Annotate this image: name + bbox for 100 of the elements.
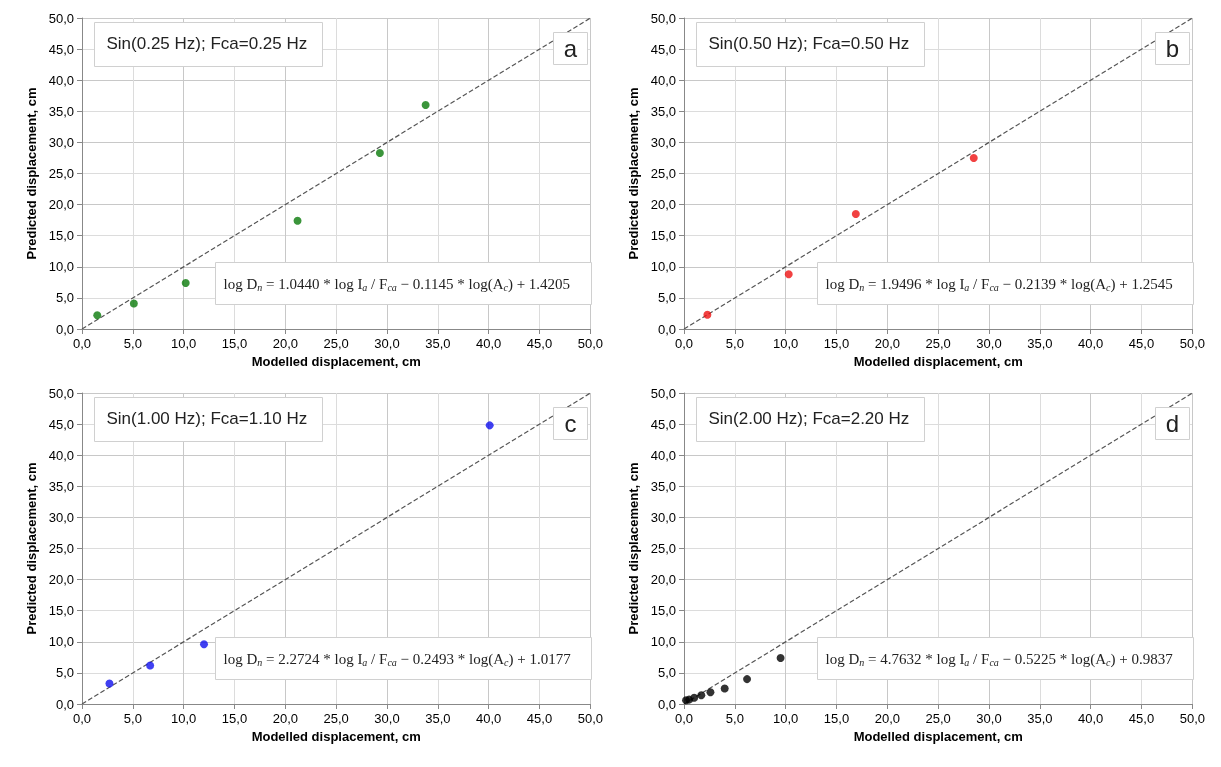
point <box>93 311 102 320</box>
y-tick-label: 35,0 <box>650 103 676 119</box>
x-tick-label: 5,0 <box>123 336 142 351</box>
point <box>181 278 190 287</box>
y-axis-title: Predicted displacement, cm <box>23 87 39 260</box>
annotation: d <box>1165 410 1180 437</box>
x-tick-label: 45,0 <box>526 336 553 351</box>
point <box>421 101 430 110</box>
y-tick-label: 0,0 <box>55 696 74 712</box>
point <box>129 299 138 308</box>
x-axis-title: Modelled displacement, cm <box>853 353 1023 369</box>
y-tick-label: 40,0 <box>48 72 74 88</box>
point <box>146 661 155 670</box>
y-tick-label: 10,0 <box>48 634 74 650</box>
x-tick-label: 10,0 <box>773 711 799 726</box>
y-tick-label: 50,0 <box>48 10 74 26</box>
y-tick-label: 35,0 <box>650 478 676 494</box>
y-tick-label: 25,0 <box>48 166 74 181</box>
point <box>293 216 302 225</box>
x-tick-label: 0,0 <box>72 711 92 726</box>
y-tick-label: 5,0 <box>55 290 74 306</box>
x-tick-label: 35,0 <box>425 711 451 726</box>
y-tick-label: 5,0 <box>657 290 676 306</box>
y-tick-label: 30,0 <box>650 509 676 525</box>
annotation: Sin(0.25 Hz); Fca=0.25 Hz <box>106 33 308 53</box>
y-tick-label: 45,0 <box>650 416 676 432</box>
point <box>485 421 494 430</box>
y-tick-label: 5,0 <box>657 665 676 681</box>
x-tick-label: 0,0 <box>674 336 694 351</box>
y-tick-label: 30,0 <box>650 134 676 150</box>
x-tick-label: 20,0 <box>874 711 900 726</box>
x-tick-label: 0,0 <box>674 711 694 726</box>
y-axis-title: Predicted displacement, cm <box>23 462 39 635</box>
x-tick-label: 50,0 <box>1179 711 1206 726</box>
x-tick-label: 25,0 <box>925 336 951 351</box>
point <box>969 153 978 162</box>
y-tick-label: 25,0 <box>650 166 676 181</box>
y-tick-label: 25,0 <box>48 541 74 556</box>
y-tick-label: 40,0 <box>48 447 74 463</box>
point <box>720 684 729 693</box>
x-tick-label: 35,0 <box>1027 336 1053 351</box>
x-tick-label: 45,0 <box>1128 336 1155 351</box>
y-tick-label: 30,0 <box>48 509 74 525</box>
y-tick-label: 20,0 <box>48 572 74 588</box>
x-axis-title: Modelled displacement, cm <box>251 728 421 744</box>
x-tick-label: 25,0 <box>323 711 349 726</box>
x-tick-label: 5,0 <box>725 711 744 726</box>
y-tick-label: 35,0 <box>48 103 74 119</box>
y-tick-label: 50,0 <box>650 385 676 401</box>
x-tick-label: 30,0 <box>374 711 400 726</box>
x-tick-label: 35,0 <box>425 336 451 351</box>
x-tick-label: 15,0 <box>221 336 248 351</box>
x-tick-label: 50,0 <box>577 711 604 726</box>
y-tick-label: 45,0 <box>48 41 74 57</box>
x-tick-label: 5,0 <box>123 711 142 726</box>
point <box>776 653 785 662</box>
y-tick-label: 25,0 <box>650 541 676 556</box>
annotation: Sin(0.50 Hz); Fca=0.50 Hz <box>708 33 910 53</box>
annotation: Sin(2.00 Hz); Fca=2.20 Hz <box>708 408 910 428</box>
point <box>703 310 712 319</box>
x-tick-label: 15,0 <box>221 711 248 726</box>
point <box>200 640 208 649</box>
y-tick-label: 50,0 <box>48 385 74 401</box>
x-axis-title: Modelled displacement, cm <box>853 728 1023 744</box>
y-axis-title: Predicted displacement, cm <box>625 87 641 260</box>
x-tick-label: 20,0 <box>272 711 298 726</box>
y-tick-label: 0,0 <box>55 321 74 337</box>
point <box>743 675 752 684</box>
y-axis-title: Predicted displacement, cm <box>625 462 641 635</box>
point <box>697 691 706 700</box>
x-tick-label: 40,0 <box>1078 711 1104 726</box>
x-tick-label: 10,0 <box>171 336 197 351</box>
y-tick-label: 5,0 <box>55 665 74 681</box>
point <box>105 679 114 688</box>
x-tick-label: 50,0 <box>577 336 604 351</box>
x-axis-title: Modelled displacement, cm <box>251 353 421 369</box>
y-tick-label: 15,0 <box>650 228 676 244</box>
y-tick-label: 10,0 <box>650 634 676 650</box>
x-tick-label: 30,0 <box>976 711 1002 726</box>
x-tick-label: 20,0 <box>272 336 298 351</box>
point <box>851 209 860 218</box>
x-tick-label: 50,0 <box>1179 336 1206 351</box>
annotation: c <box>564 410 577 437</box>
y-tick-label: 15,0 <box>48 228 74 244</box>
y-tick-label: 30,0 <box>48 134 74 150</box>
x-tick-label: 40,0 <box>1078 336 1104 351</box>
x-tick-label: 15,0 <box>823 336 850 351</box>
y-tick-label: 45,0 <box>48 416 74 432</box>
annotation: b <box>1165 35 1180 62</box>
x-tick-label: 0,0 <box>72 336 92 351</box>
x-tick-label: 40,0 <box>476 711 502 726</box>
y-tick-label: 40,0 <box>650 72 676 88</box>
y-tick-label: 10,0 <box>48 259 74 275</box>
annotation: Sin(1.00 Hz); Fca=1.10 Hz <box>106 408 308 428</box>
y-tick-label: 20,0 <box>650 572 676 588</box>
x-tick-label: 25,0 <box>925 711 951 726</box>
y-tick-label: 15,0 <box>48 603 74 619</box>
x-tick-label: 10,0 <box>773 336 799 351</box>
y-tick-label: 50,0 <box>650 10 676 26</box>
point <box>375 148 384 157</box>
